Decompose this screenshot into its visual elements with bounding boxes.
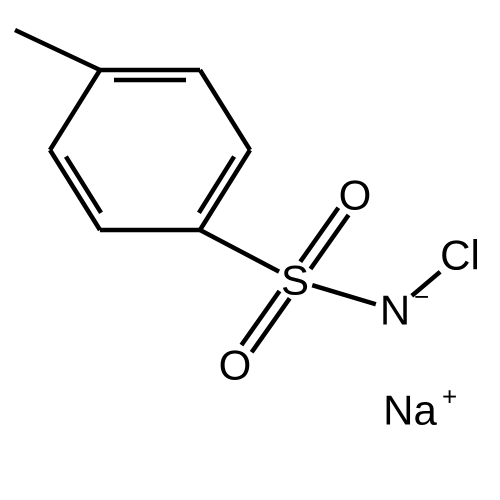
atom-o: O <box>219 342 252 389</box>
bond <box>200 150 250 230</box>
chemical-structure: SO O N−Cl Na+ <box>0 0 500 500</box>
bond <box>50 150 100 230</box>
bond <box>15 30 100 70</box>
bond <box>200 230 279 272</box>
bond <box>312 285 376 304</box>
atom-cl: Cl <box>440 232 480 279</box>
atom-n: N <box>380 287 410 334</box>
charge: − <box>414 282 429 312</box>
atom-na: Na <box>383 387 437 434</box>
bond <box>200 70 250 150</box>
bond <box>50 70 100 150</box>
atom-o: O <box>339 172 372 219</box>
atom-s: S <box>281 257 309 304</box>
charge: + <box>442 382 457 412</box>
